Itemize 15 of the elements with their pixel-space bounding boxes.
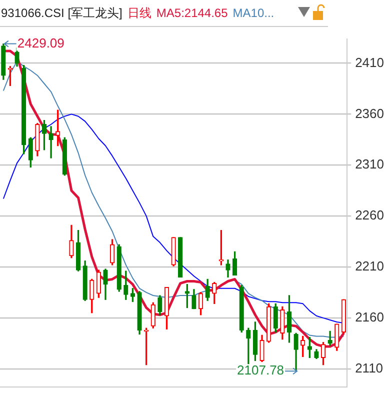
y-tick-label: 2260 — [355, 208, 384, 223]
candlestick — [48, 126, 54, 158]
text: MA5:2144.65 — [156, 6, 228, 20]
y-tick-label: 2360 — [355, 106, 384, 121]
y-tick-label: 2210 — [355, 258, 384, 274]
text: MA10... — [232, 6, 274, 20]
candlestick — [328, 330, 332, 346]
y-tick-label: 2310 — [355, 156, 384, 172]
chart-subtitle: 日线 — [127, 4, 152, 22]
y-tick-label: 2160 — [355, 310, 384, 325]
annotation: 2429.09 — [17, 35, 64, 50]
annotation: 2107.78 — [237, 362, 284, 378]
y-tick-label: 2410 — [355, 54, 384, 70]
y-tick-label: 2110 — [355, 360, 384, 376]
chart-title: 931066.CSI [军工龙头] — [1, 4, 122, 22]
